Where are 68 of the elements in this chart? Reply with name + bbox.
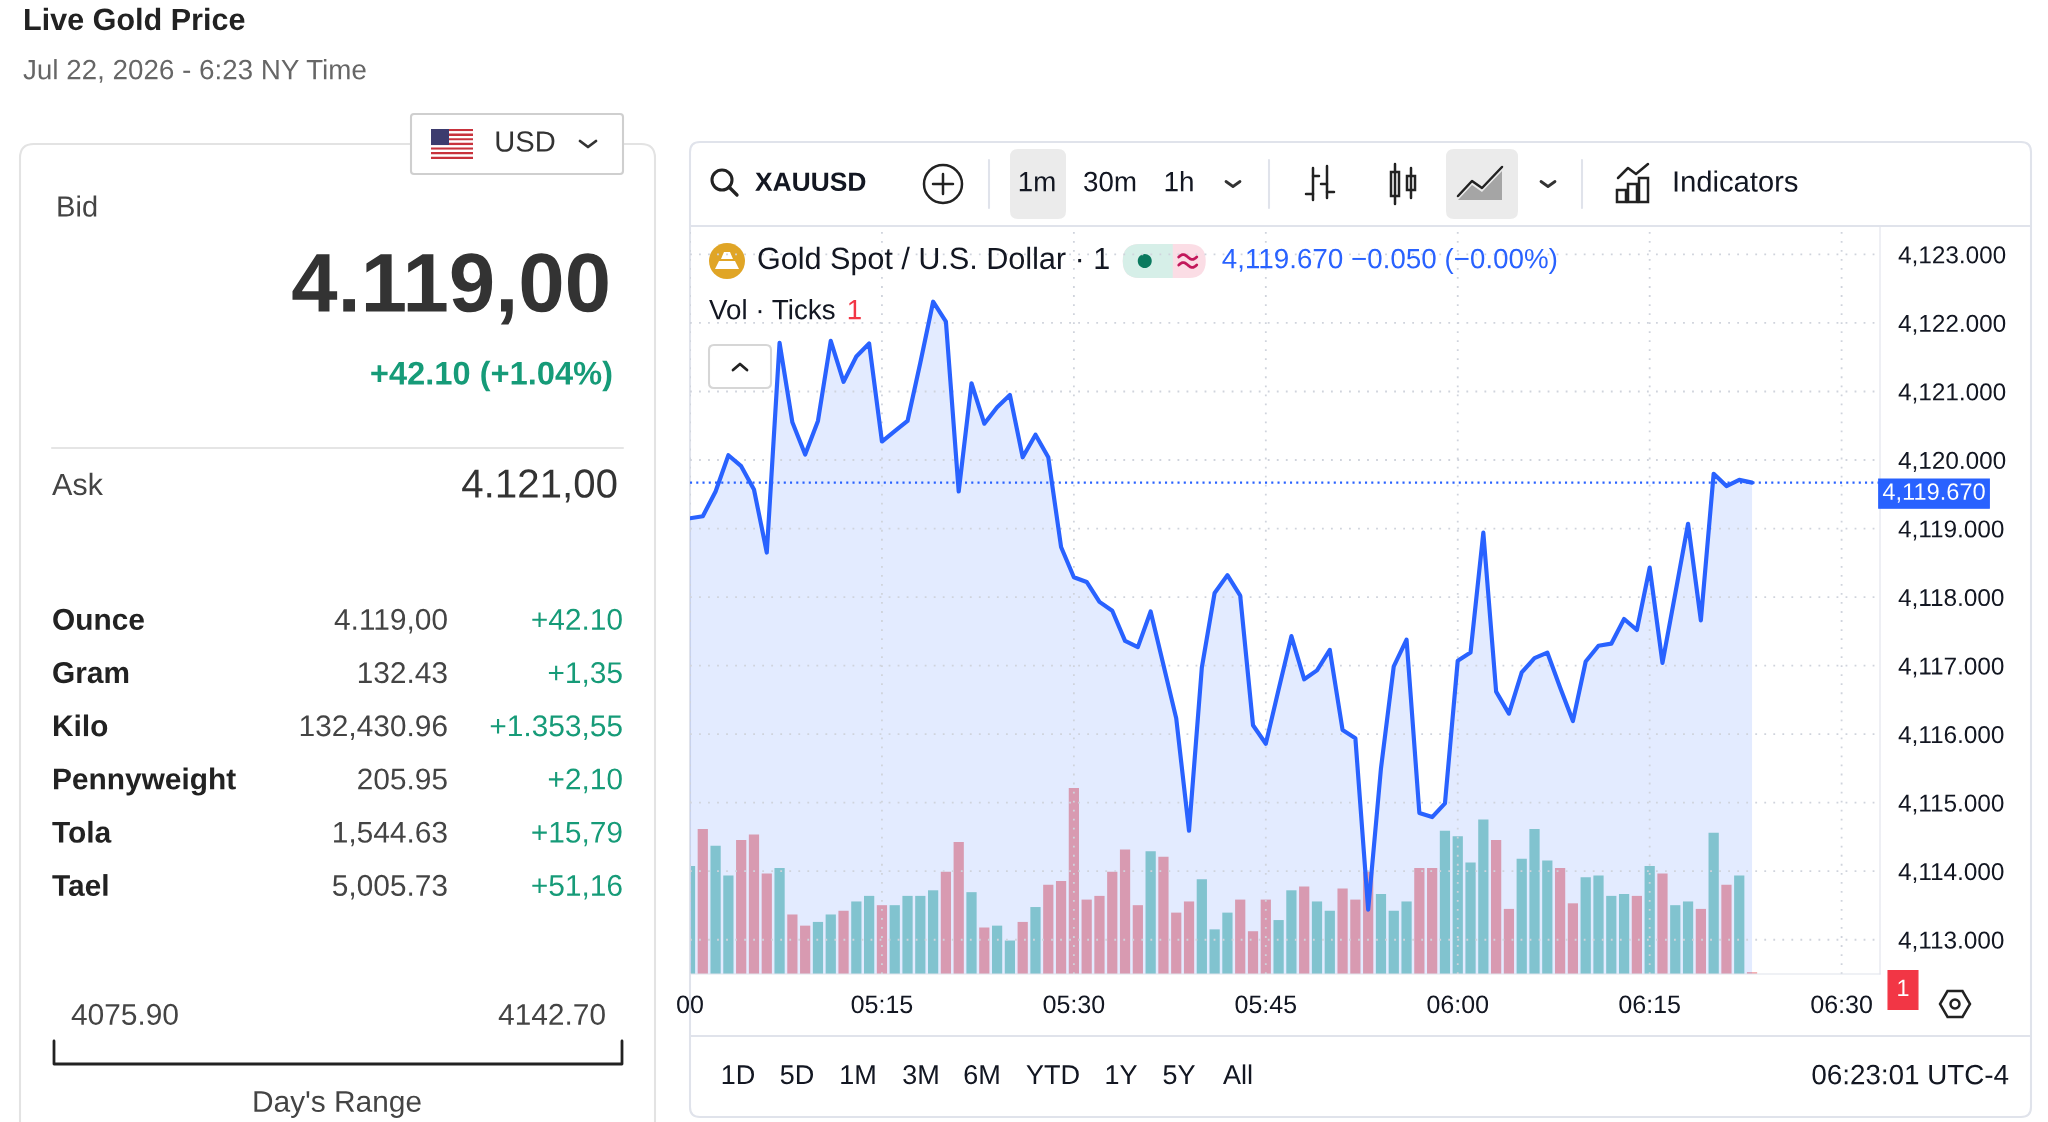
- x-tick-label: 00: [677, 995, 703, 1014]
- text: +51,16: [532, 874, 622, 900]
- y-tick-label: 4,117.000: [1898, 657, 2004, 678]
- y-tick-label: 4,115.000: [1898, 794, 2004, 815]
- text: +1,35: [548, 662, 622, 687]
- y-tick-label: 4,118.000: [1898, 588, 2004, 609]
- text: +1.353,55: [490, 715, 622, 740]
- text: 4.121,00: [462, 469, 617, 503]
- text: Kilo: [54, 714, 108, 737]
- text: Indicators: [1674, 170, 1798, 192]
- y-tick-label: 4,113.000: [1898, 931, 2004, 952]
- text: +15,79: [532, 821, 622, 847]
- annotation: 1: [848, 300, 861, 320]
- y-tick-label: 4,121.000: [1898, 383, 2006, 404]
- y-tick-label: 4,119.000: [1898, 520, 2004, 541]
- y-tick-label: 4,120.000: [1898, 451, 2006, 472]
- text: 06:23:01 UTC-4: [1812, 1064, 2009, 1085]
- x-tick-label: 06:30: [1811, 995, 1872, 1014]
- text: 132.43: [358, 662, 447, 684]
- text: 1M: [841, 1065, 875, 1084]
- annotation: 4,119.670 −0.050 (−0.00%): [1222, 248, 1557, 274]
- text: 1D: [722, 1065, 755, 1084]
- text: Gold Spot / U.S. Dollar · 1: [758, 246, 1109, 276]
- text: Pennyweight: [54, 767, 236, 796]
- y-tick-label: 4,123.000: [1898, 246, 2006, 267]
- y-tick-label: 4,122.000: [1898, 314, 2006, 335]
- text: 4.119,00: [292, 253, 608, 325]
- chart-title: Vol · Ticks: [709, 299, 835, 320]
- text: Tael: [52, 874, 108, 897]
- text: Ask: [52, 472, 103, 496]
- text: 4.119,00: [334, 608, 447, 634]
- text: All: [1223, 1064, 1252, 1084]
- text: YTD: [1026, 1065, 1079, 1084]
- text: +2,10: [548, 768, 622, 794]
- text: 1: [1898, 979, 1909, 997]
- text: 3M: [903, 1065, 938, 1085]
- text: 6M: [964, 1065, 999, 1085]
- text: Gram: [53, 662, 129, 684]
- text: 5,005.73: [332, 874, 447, 900]
- text: 5Y: [1163, 1065, 1195, 1085]
- text: +42.10: [532, 608, 622, 631]
- x-tick-label: 06:00: [1427, 995, 1489, 1014]
- text: Live Gold Price: [25, 7, 245, 31]
- text: USD: [496, 131, 555, 152]
- text: 30m: [1084, 171, 1136, 192]
- text: Tola: [52, 820, 112, 843]
- text: Day's Range: [254, 1091, 421, 1118]
- text: +42.10 (+1.04%): [371, 360, 612, 392]
- y-tick-label: 4,116.000: [1898, 725, 2004, 747]
- text: Bid: [58, 195, 97, 217]
- text: XAUUSD: [755, 172, 866, 192]
- x-tick-label: 05:30: [1043, 995, 1105, 1014]
- ref-line-label: 4,119.670: [1882, 483, 1985, 503]
- text: 4142.70: [498, 1003, 605, 1026]
- x-tick-label: 06:15: [1619, 995, 1680, 1014]
- x-tick-label: 05:45: [1235, 995, 1297, 1014]
- text: 1Y: [1106, 1065, 1137, 1084]
- text: Ounce: [53, 608, 144, 631]
- text: Jul 22, 2026 - 6:23 NY Time: [23, 59, 366, 83]
- text: 5D: [780, 1065, 814, 1085]
- text: 1h: [1165, 171, 1193, 192]
- text: 132,430.96: [300, 715, 447, 740]
- text: 1m: [1019, 172, 1055, 192]
- y-tick-label: 4,114.000: [1898, 863, 2004, 884]
- x-tick-label: 05:15: [851, 995, 913, 1014]
- text: 1,544.63: [334, 821, 447, 847]
- text: 4075.90: [71, 1003, 178, 1026]
- text: 205.95: [358, 768, 447, 790]
